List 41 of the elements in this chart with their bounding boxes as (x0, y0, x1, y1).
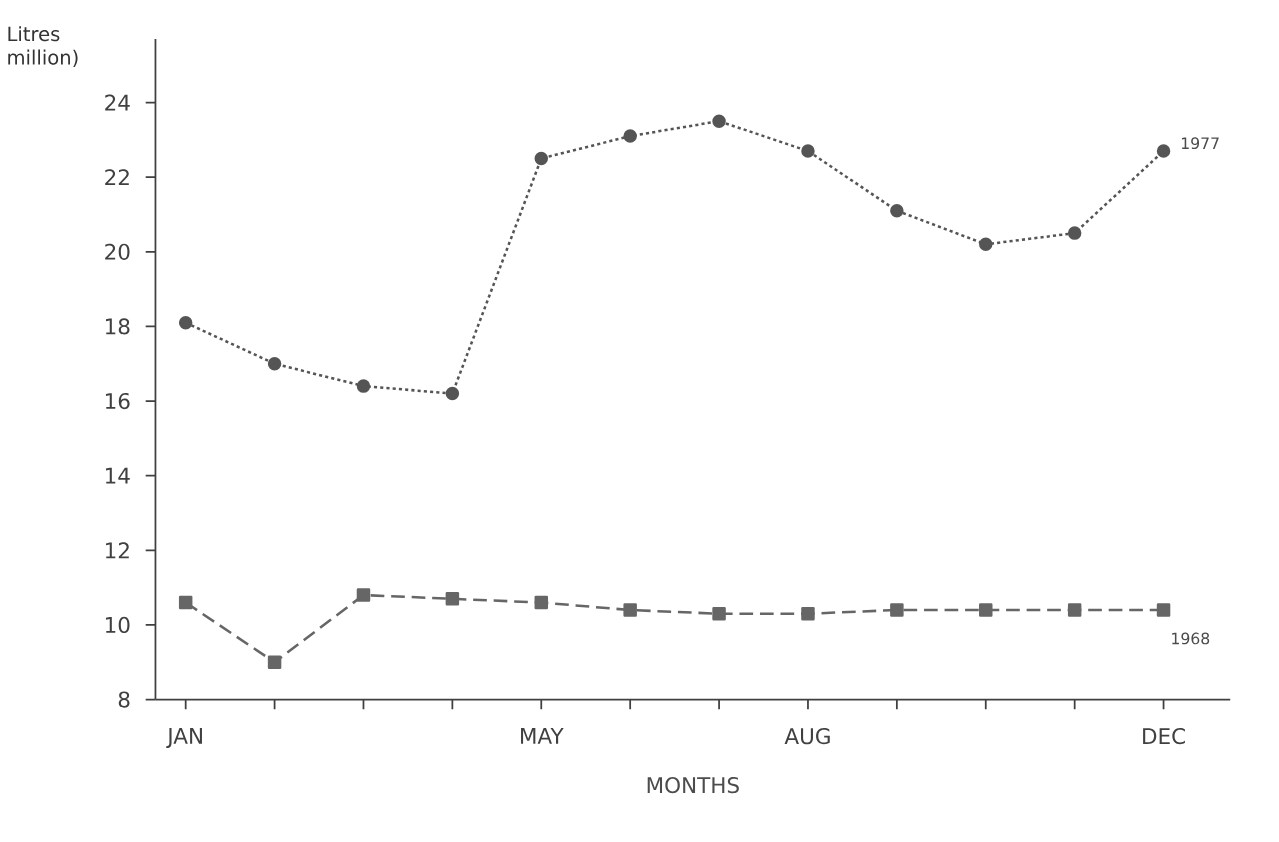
x-tick-label: AUG (784, 727, 830, 745)
point (801, 606, 815, 621)
point (623, 603, 637, 617)
point (890, 203, 904, 218)
point (1067, 226, 1082, 240)
point (178, 315, 193, 330)
y-tick-label: 24 (105, 94, 130, 111)
y-tick-label: 12 (105, 542, 129, 559)
y-tick-label: 14 (105, 467, 130, 484)
point (1156, 603, 1171, 617)
point (534, 151, 549, 166)
point (356, 379, 371, 393)
point (534, 595, 549, 610)
y-tick-label: 18 (105, 318, 130, 335)
point (1067, 603, 1082, 617)
y-tick-label: 10 (105, 616, 130, 633)
x-tick-label: MAY (521, 727, 564, 744)
point (623, 129, 637, 143)
x-tick-label: DEC (1143, 727, 1185, 745)
series-label: 1968 (1172, 632, 1210, 645)
point (356, 588, 371, 602)
point (712, 606, 726, 621)
point (178, 595, 193, 610)
y-tick-label: 20 (105, 243, 130, 260)
point (1156, 144, 1171, 158)
point (712, 114, 726, 128)
series-label: 1977 (1181, 137, 1219, 149)
point (445, 386, 460, 401)
x-axis-title: MONTHS (647, 776, 739, 794)
x-tick-label: JAN (166, 727, 202, 748)
point (267, 655, 282, 669)
point (890, 603, 904, 617)
y-tick-label: 16 (105, 392, 130, 410)
point (267, 356, 282, 371)
y-axis-title: Litres million) (8, 26, 78, 67)
point (445, 591, 460, 606)
y-tick-label: 22 (105, 169, 129, 186)
point (801, 144, 815, 158)
point (979, 237, 993, 251)
y-tick-label: 8 (118, 691, 130, 708)
point (979, 603, 993, 617)
